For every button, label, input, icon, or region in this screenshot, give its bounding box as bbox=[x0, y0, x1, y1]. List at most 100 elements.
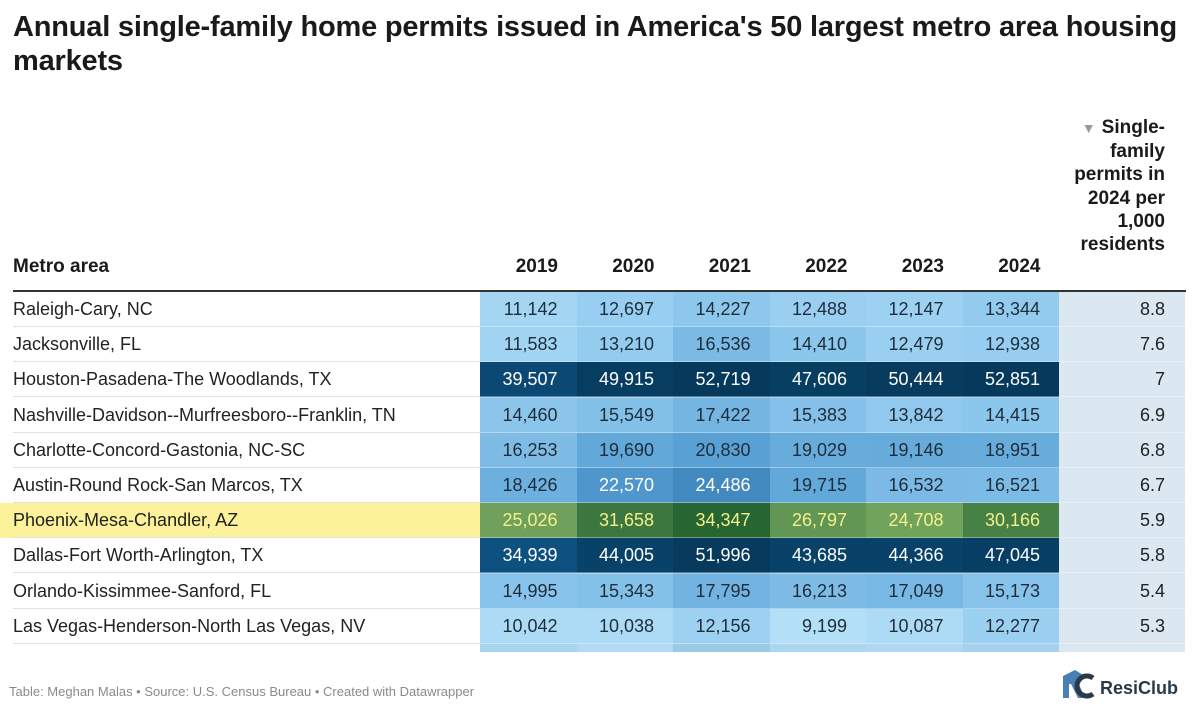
resiclub-logo-icon bbox=[1063, 670, 1095, 699]
permit-value-cell: 20,830 bbox=[673, 432, 770, 468]
permit-value-cell: 14,415 bbox=[962, 397, 1059, 433]
permit-value-cell: 19,715 bbox=[769, 468, 866, 503]
triangle-down-icon: ▼ bbox=[1081, 120, 1096, 136]
permit-value-cell: 51,996 bbox=[673, 538, 770, 574]
year-column-header[interactable]: 2022 bbox=[805, 256, 848, 277]
per-capita-cell: 7 bbox=[1154, 369, 1165, 390]
per-capita-column-header[interactable]: ▼ Single-family permits in 2024 per 1,000… bbox=[1061, 116, 1165, 256]
row-divider bbox=[13, 572, 480, 574]
per-capita-cell: 5.3 bbox=[1139, 615, 1165, 636]
permit-value-cell: 10,087 bbox=[866, 608, 963, 644]
table-row: Jacksonville, FL 11,583 13,210 16,536 14,410… bbox=[0, 327, 1199, 363]
year-column-header[interactable]: 2021 bbox=[708, 256, 751, 277]
permit-value-cell: 24,486 bbox=[673, 468, 770, 503]
permit-value-cell: 16,253 bbox=[480, 432, 577, 468]
table-row: Raleigh-Cary, NC 11,142 12,697 14,227 12,488… bbox=[0, 292, 1199, 327]
permit-value-cell: 12,697 bbox=[576, 292, 673, 327]
row-divider bbox=[13, 326, 480, 327]
metro-name: Orlando-Kissimmee-Sanford, FL bbox=[13, 580, 272, 601]
permit-value-cell: 12,147 bbox=[866, 292, 963, 327]
year-column-header[interactable]: 2019 bbox=[515, 256, 558, 277]
permit-value-cell: 14,227 bbox=[673, 292, 770, 327]
permit-value-cell: 52,719 bbox=[673, 362, 770, 398]
permit-value-cell: 16,213 bbox=[769, 573, 866, 609]
metro-name: Phoenix-Mesa-Chandler, AZ bbox=[13, 510, 239, 531]
row-divider bbox=[13, 361, 480, 363]
permit-value-cell: 18,951 bbox=[962, 432, 1059, 468]
permit-value-cell: 12,479 bbox=[866, 327, 963, 363]
permit-value-cell: 12,156 bbox=[673, 608, 770, 644]
per-capita-cell: 5.4 bbox=[1139, 580, 1165, 601]
row-highlight bbox=[0, 503, 480, 539]
row-divider bbox=[480, 396, 1186, 398]
row-divider bbox=[13, 396, 480, 398]
row-divider bbox=[13, 466, 480, 468]
table-row: Nashville-Davidson--Murfreesboro--Frankl… bbox=[0, 397, 1199, 433]
table-row: Houston-Pasadena-The Woodlands, TX 39,507… bbox=[0, 362, 1199, 398]
permit-value-cell: 34,347 bbox=[673, 503, 770, 539]
row-divider bbox=[480, 466, 1186, 468]
permit-value-cell: 16,532 bbox=[866, 468, 963, 503]
row-divider bbox=[13, 642, 480, 644]
permit-value-cell: 15,383 bbox=[769, 397, 866, 433]
permit-value-cell: 10,038 bbox=[576, 608, 673, 644]
per-capita-cell: 6.8 bbox=[1139, 439, 1165, 460]
metro-name: Las Vegas-Henderson-North Las Vegas, NV bbox=[13, 615, 366, 636]
permit-value-cell: 19,690 bbox=[576, 432, 673, 468]
permit-value-cell: 9,199 bbox=[769, 608, 866, 644]
row-divider bbox=[13, 502, 480, 503]
page-title: Annual single-family home permits issued… bbox=[13, 11, 1178, 77]
permit-value-cell: 30,166 bbox=[962, 503, 1059, 539]
permit-value-cell: 17,422 bbox=[673, 397, 770, 433]
permit-value-cell: 17,795 bbox=[673, 573, 770, 609]
year-column-header[interactable]: 2023 bbox=[901, 256, 944, 277]
permit-value-cell: 11,583 bbox=[480, 327, 577, 363]
table-row: Las Vegas-Henderson-North Las Vegas, NV 1… bbox=[0, 608, 1199, 644]
permit-value-cell: 14,460 bbox=[480, 397, 577, 433]
metro-name: Houston-Pasadena-The Woodlands, TX bbox=[13, 369, 332, 390]
permit-value-cell: 10,042 bbox=[480, 608, 577, 644]
permit-value-cell: 25,026 bbox=[480, 503, 577, 539]
table-row: Austin-Round Rock-San Marcos, TX 18,426 22… bbox=[0, 468, 1199, 503]
row-divider bbox=[480, 502, 1186, 503]
per-capita-cell: 6.9 bbox=[1139, 404, 1165, 425]
permit-value-cell: 12,938 bbox=[962, 327, 1059, 363]
permit-value-cell: 22,570 bbox=[576, 468, 673, 503]
permit-value-cell: 24,708 bbox=[866, 503, 963, 539]
year-column-header[interactable]: 2020 bbox=[612, 256, 655, 277]
metro-name: Charlotte-Concord-Gastonia, NC-SC bbox=[13, 439, 306, 460]
permit-value-cell: 14,410 bbox=[769, 327, 866, 363]
row-divider bbox=[480, 537, 1186, 539]
permit-value-cell: 13,842 bbox=[866, 397, 963, 433]
per-capita-cell: 6.7 bbox=[1139, 475, 1165, 495]
metro-column-header[interactable]: Metro area bbox=[13, 256, 110, 277]
footer-credit: Table: Meghan Malas • Source: U.S. Censu… bbox=[9, 684, 475, 699]
row-divider bbox=[13, 431, 480, 433]
table-row: Charlotte-Concord-Gastonia, NC-SC 16,253 1… bbox=[0, 432, 1199, 468]
row-divider bbox=[480, 642, 1186, 644]
permit-value-cell: 44,366 bbox=[866, 538, 963, 574]
row-divider bbox=[480, 572, 1186, 574]
permit-value-cell: 44,005 bbox=[576, 538, 673, 574]
permit-value-cell: 39,507 bbox=[480, 362, 577, 398]
metro-name: Nashville-Davidson--Murfreesboro--Frankl… bbox=[13, 404, 396, 425]
per-capita-cell: 5.8 bbox=[1139, 545, 1165, 566]
permit-value-cell: 47,045 bbox=[962, 538, 1059, 574]
permit-value-cell: 19,146 bbox=[866, 432, 963, 468]
permit-value-cell: 12,488 bbox=[769, 292, 866, 327]
permit-value-cell: 34,939 bbox=[480, 538, 577, 574]
permit-value-cell: 13,210 bbox=[576, 327, 673, 363]
metro-name: Austin-Round Rock-San Marcos, TX bbox=[13, 475, 303, 495]
per-capita-cell: 8.8 bbox=[1139, 299, 1165, 319]
permit-value-cell: 12,277 bbox=[962, 608, 1059, 644]
year-column-header[interactable]: 2024 bbox=[998, 256, 1041, 277]
row-divider bbox=[480, 326, 1186, 327]
per-capita-cell: 5.9 bbox=[1139, 510, 1165, 531]
header-divider bbox=[13, 290, 1186, 292]
permit-value-cell: 15,343 bbox=[576, 573, 673, 609]
permit-value-cell: 17,049 bbox=[866, 573, 963, 609]
resiclub-logo-text: ResiClub bbox=[1100, 678, 1179, 698]
metro-name: Raleigh-Cary, NC bbox=[13, 299, 153, 319]
permit-value-cell: 43,685 bbox=[769, 538, 866, 574]
metro-name: Dallas-Fort Worth-Arlington, TX bbox=[13, 545, 264, 566]
